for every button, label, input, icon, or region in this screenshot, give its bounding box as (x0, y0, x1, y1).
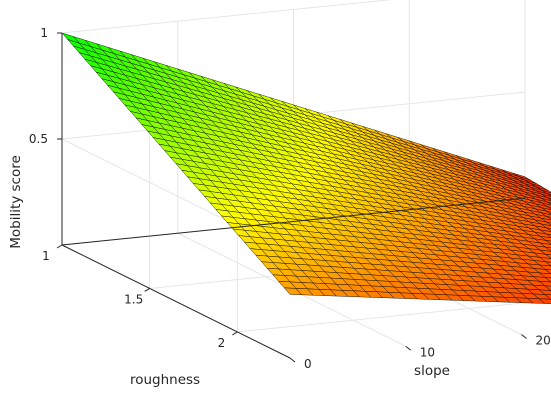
roughness-axis-line (62, 245, 290, 358)
roughness-tick-label: 1 (42, 249, 50, 263)
score-tick-label: 1 (40, 26, 48, 40)
slope-tick-label: 20 (536, 334, 551, 348)
slope-tick-mark (522, 335, 527, 339)
roughness-tick-mark (57, 245, 62, 248)
surface-mesh (62, 33, 551, 311)
roughness-tick-mark (145, 288, 150, 291)
z-axis-label: Mobility score (8, 155, 24, 249)
roughness-tick-label: 2 (218, 336, 226, 350)
roughness-tick-mark (232, 332, 237, 335)
y-axis-label: roughness (130, 372, 200, 388)
slope-tick-label: 10 (420, 345, 435, 359)
slope-tick-label: 0 (304, 357, 312, 371)
x-axis-label: slope (414, 363, 450, 379)
roughness-tick-label: 1.5 (124, 292, 143, 306)
slope-tick-mark (406, 346, 411, 350)
score-tick-label: 0.5 (29, 132, 48, 146)
slope-tick-mark (290, 358, 295, 362)
